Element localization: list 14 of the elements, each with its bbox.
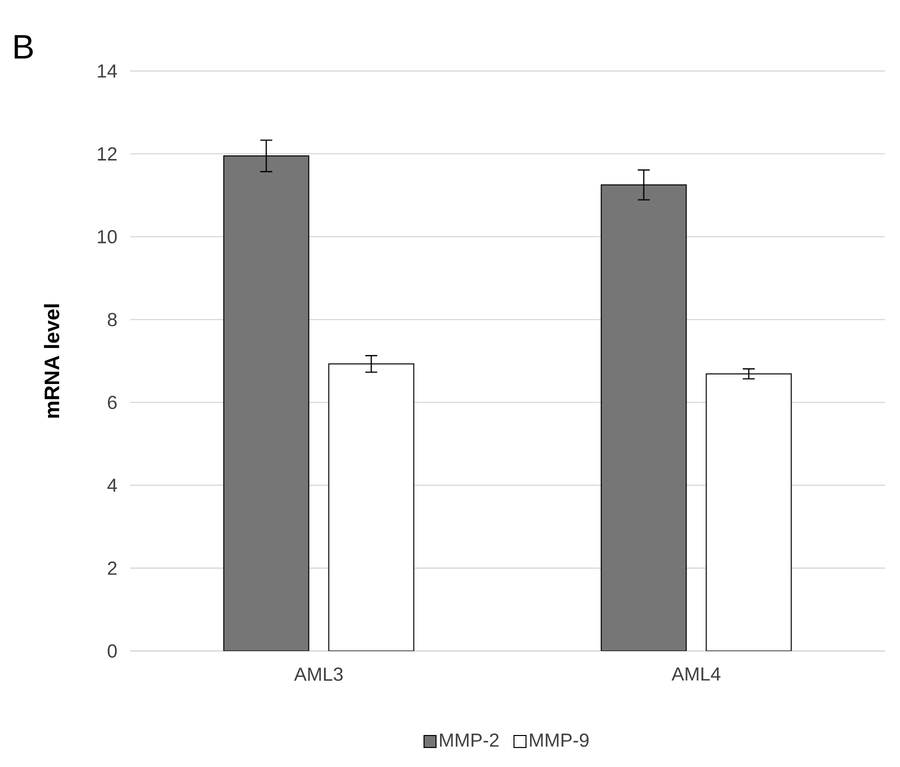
y-tick-label: 2	[108, 562, 117, 575]
y-axis-title: mRNA level	[44, 304, 60, 418]
y-tick-label: 10	[98, 230, 117, 244]
y-tick-label: 8	[108, 312, 117, 326]
x-tick-label: AML4	[672, 668, 720, 681]
chart-title: B	[14, 35, 33, 58]
y-tick-label: 12	[98, 147, 117, 160]
x-tick-label: AML3	[294, 667, 343, 681]
y-tick-label: 0	[108, 644, 117, 658]
y-tick-label: 4	[107, 478, 117, 492]
legend-label: MMP-2	[440, 733, 499, 747]
y-tick-label: 14	[98, 64, 117, 78]
y-tick-label: 6	[108, 396, 117, 410]
legend-label: MMP-9	[530, 733, 589, 747]
